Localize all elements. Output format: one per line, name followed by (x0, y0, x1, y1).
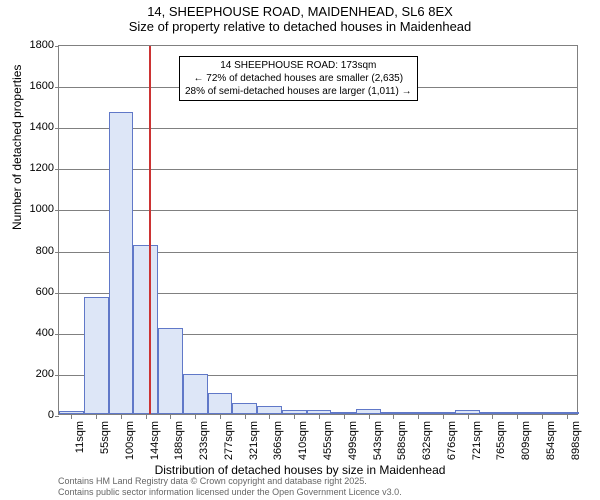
gridline (59, 169, 577, 170)
x-tick-mark (443, 414, 444, 419)
x-tick-label: 854sqm (545, 421, 557, 460)
histogram-bar (133, 245, 158, 414)
x-tick-mark (195, 414, 196, 419)
y-tick-mark (55, 46, 59, 47)
x-tick-label: 588sqm (396, 421, 408, 460)
histogram-bar (232, 403, 257, 414)
footer-line-2: Contains public sector information licen… (58, 487, 402, 498)
x-tick-label: 321sqm (248, 421, 260, 460)
x-tick-mark (96, 414, 97, 419)
x-tick-label: 765sqm (495, 421, 507, 460)
y-tick-label: 1200 (30, 162, 54, 174)
y-tick-label: 400 (36, 327, 54, 339)
y-tick-label: 800 (36, 245, 54, 257)
footer-attribution: Contains HM Land Registry data © Crown c… (58, 476, 402, 498)
x-tick-mark (294, 414, 295, 419)
x-tick-label: 100sqm (124, 421, 136, 460)
y-tick-label: 1400 (30, 121, 54, 133)
x-tick-label: 455sqm (322, 421, 334, 460)
gridline (59, 128, 577, 129)
y-tick-mark (55, 169, 59, 170)
x-tick-label: 809sqm (520, 421, 532, 460)
chart-title-sub: Size of property relative to detached ho… (0, 19, 600, 34)
x-tick-label: 277sqm (223, 421, 235, 460)
x-tick-label: 898sqm (570, 421, 582, 460)
annotation-line: 28% of semi-detached houses are larger (… (185, 85, 412, 98)
histogram-bar (183, 374, 208, 414)
x-tick-label: 366sqm (272, 421, 284, 460)
x-tick-label: 543sqm (372, 421, 384, 460)
y-tick-mark (55, 416, 59, 417)
y-tick-mark (55, 210, 59, 211)
histogram-bar (208, 393, 233, 414)
y-tick-mark (55, 375, 59, 376)
chart-title-main: 14, SHEEPHOUSE ROAD, MAIDENHEAD, SL6 8EX (0, 4, 600, 19)
x-tick-label: 676sqm (446, 421, 458, 460)
x-tick-label: 632sqm (421, 421, 433, 460)
x-tick-label: 11sqm (74, 421, 86, 453)
y-tick-label: 600 (36, 286, 54, 298)
x-tick-mark (121, 414, 122, 419)
y-tick-mark (55, 252, 59, 253)
x-tick-mark (567, 414, 568, 419)
y-tick-label: 1600 (30, 80, 54, 92)
x-tick-mark (245, 414, 246, 419)
y-tick-label: 0 (48, 409, 54, 421)
x-tick-mark (319, 414, 320, 419)
annotation-box: 14 SHEEPHOUSE ROAD: 173sqm← 72% of detac… (179, 56, 418, 101)
x-tick-mark (269, 414, 270, 419)
y-tick-label: 1000 (30, 203, 54, 215)
marker-line (149, 46, 151, 414)
x-axis-label: Distribution of detached houses by size … (0, 463, 600, 477)
x-tick-label: 410sqm (297, 421, 309, 460)
x-tick-mark (492, 414, 493, 419)
gridline (59, 210, 577, 211)
x-tick-label: 55sqm (99, 421, 111, 454)
histogram-bar (84, 297, 109, 414)
x-tick-label: 499sqm (347, 421, 359, 460)
x-tick-mark (468, 414, 469, 419)
x-tick-mark (146, 414, 147, 419)
x-tick-mark (418, 414, 419, 419)
y-tick-mark (55, 128, 59, 129)
annotation-line: 14 SHEEPHOUSE ROAD: 173sqm (185, 59, 412, 72)
x-tick-mark (71, 414, 72, 419)
y-tick-mark (55, 334, 59, 335)
x-tick-mark (170, 414, 171, 419)
y-axis-label: Number of detached properties (10, 65, 24, 230)
y-tick-label: 1800 (30, 39, 54, 51)
x-tick-label: 144sqm (149, 421, 161, 460)
footer-line-1: Contains HM Land Registry data © Crown c… (58, 476, 402, 487)
title-group: 14, SHEEPHOUSE ROAD, MAIDENHEAD, SL6 8EX… (0, 4, 600, 34)
y-tick-label: 200 (36, 368, 54, 380)
x-tick-mark (542, 414, 543, 419)
x-tick-mark (393, 414, 394, 419)
plot-area: 14 SHEEPHOUSE ROAD: 173sqm← 72% of detac… (58, 45, 578, 415)
x-tick-label: 188sqm (173, 421, 185, 460)
x-tick-mark (369, 414, 370, 419)
x-tick-label: 233sqm (198, 421, 210, 460)
annotation-line: ← 72% of detached houses are smaller (2,… (185, 72, 412, 85)
x-tick-mark (517, 414, 518, 419)
histogram-bar (158, 328, 183, 414)
histogram-bar (257, 406, 282, 414)
y-tick-mark (55, 87, 59, 88)
x-tick-mark (220, 414, 221, 419)
histogram-bar (109, 112, 134, 414)
y-tick-mark (55, 293, 59, 294)
x-tick-mark (344, 414, 345, 419)
x-tick-label: 721sqm (471, 421, 483, 460)
